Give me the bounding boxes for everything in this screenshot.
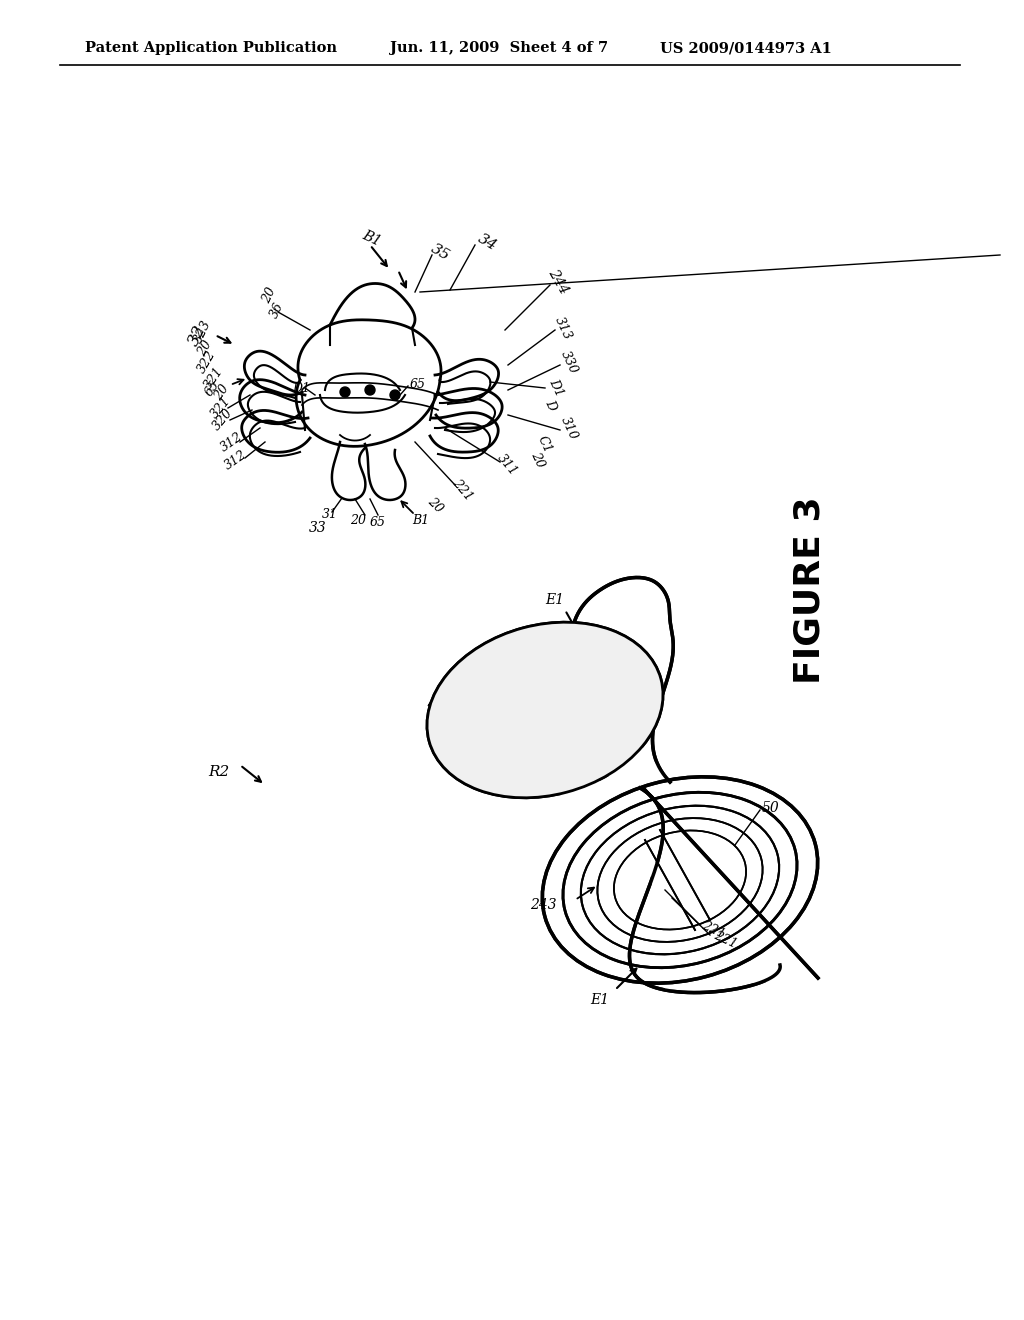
Text: 310: 310 — [558, 414, 580, 442]
Text: 32: 32 — [185, 322, 209, 348]
Ellipse shape — [427, 622, 663, 797]
Text: 20: 20 — [350, 513, 366, 527]
Text: 20: 20 — [425, 495, 445, 515]
Text: 330: 330 — [558, 348, 580, 376]
Text: 20: 20 — [212, 381, 231, 403]
Text: D1: D1 — [546, 378, 565, 399]
Text: 311: 311 — [495, 451, 520, 478]
Text: Jun. 11, 2009  Sheet 4 of 7: Jun. 11, 2009 Sheet 4 of 7 — [390, 41, 608, 55]
Text: 65: 65 — [410, 378, 426, 391]
Circle shape — [390, 389, 400, 400]
Text: E1: E1 — [590, 993, 609, 1007]
Text: 221: 221 — [712, 929, 739, 950]
Text: 65: 65 — [202, 378, 222, 399]
Text: 20: 20 — [260, 285, 279, 305]
Text: 323: 323 — [193, 318, 214, 346]
Text: Patent Application Publication: Patent Application Publication — [85, 41, 337, 55]
Text: 50: 50 — [762, 801, 779, 814]
Text: US 2009/0144973 A1: US 2009/0144973 A1 — [660, 41, 831, 55]
Text: 313: 313 — [552, 314, 573, 342]
Text: D: D — [542, 397, 558, 412]
Text: 312: 312 — [222, 447, 249, 473]
Circle shape — [340, 387, 350, 397]
Text: B1: B1 — [412, 513, 429, 527]
Ellipse shape — [427, 622, 663, 797]
Polygon shape — [430, 628, 818, 990]
Text: 244: 244 — [545, 267, 570, 297]
Text: 20: 20 — [195, 338, 214, 358]
Text: 322: 322 — [195, 348, 218, 376]
Text: 20: 20 — [528, 450, 547, 470]
Text: 36: 36 — [268, 300, 287, 319]
Text: 31: 31 — [322, 508, 338, 521]
Text: 65: 65 — [370, 516, 386, 528]
Text: R2: R2 — [208, 766, 229, 779]
Text: FIGURE 3: FIGURE 3 — [793, 496, 827, 684]
Text: 34: 34 — [475, 231, 499, 253]
Text: B1: B1 — [360, 227, 383, 248]
Circle shape — [365, 385, 375, 395]
Text: 320: 320 — [210, 407, 236, 433]
Text: 243: 243 — [530, 898, 557, 912]
Text: C1: C1 — [535, 434, 554, 455]
Text: 221: 221 — [700, 919, 727, 941]
Text: 312: 312 — [218, 430, 245, 454]
Text: 35: 35 — [428, 242, 452, 263]
Text: 33: 33 — [309, 521, 327, 535]
Text: 321: 321 — [208, 395, 233, 421]
Text: 321: 321 — [202, 364, 226, 392]
Text: D1: D1 — [292, 381, 310, 395]
Text: 221: 221 — [450, 477, 475, 503]
Text: E1: E1 — [545, 593, 564, 607]
